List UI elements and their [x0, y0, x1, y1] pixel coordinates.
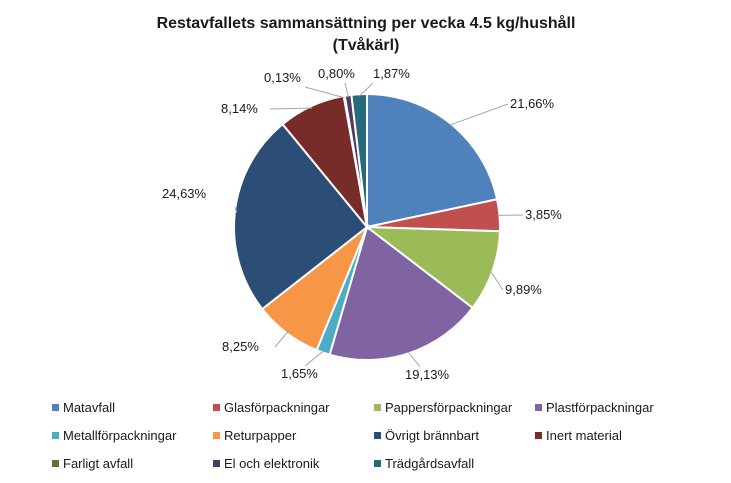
legend-item-pappersforpackningar: Pappersförpackningar	[374, 400, 513, 415]
leader-line-farligt-avfall	[304, 86, 345, 99]
data-label-glasforpackningar: 3,85%	[525, 207, 562, 222]
legend-swatch-returpapper	[213, 432, 220, 439]
leader-line-tradgardsavfall	[358, 82, 374, 97]
legend-swatch-inert-material	[535, 432, 542, 439]
data-label-metallforpackningar: 1,65%	[281, 366, 318, 381]
data-label-inert-material: 8,14%	[221, 101, 258, 116]
legend-swatch-farligt-avfall	[52, 460, 59, 467]
legend-item-metallforpackningar: Metallförpackningar	[52, 428, 177, 443]
leader-line-metallforpackningar	[304, 350, 325, 367]
legend-swatch-plastforpackningar	[535, 404, 542, 411]
legend-label-farligt-avfall: Farligt avfall	[63, 456, 133, 471]
legend-label-metallforpackningar: Metallförpackningar	[63, 428, 177, 443]
legend-swatch-matavfall	[52, 404, 59, 411]
legend-swatch-tradgardsavfall	[374, 460, 381, 467]
data-label-plastforpackningar: 19,13%	[405, 367, 450, 382]
legend-item-matavfall: Matavfall	[52, 400, 115, 415]
legend: Matavfall Glasförpackningar Pappersförpack…	[52, 400, 654, 471]
legend-item-farligt-avfall: Farligt avfall	[52, 456, 133, 471]
data-label-farligt-avfall: 0,13%	[264, 70, 301, 85]
leader-lines	[234, 82, 524, 368]
legend-item-ovrigt-brannbart: Övrigt brännbart	[374, 428, 479, 443]
legend-label-tradgardsavfall: Trädgårdsavfall	[385, 456, 474, 471]
leader-line-returpapper	[274, 331, 289, 348]
legend-label-glasforpackningar: Glasförpackningar	[224, 400, 330, 415]
legend-item-inert-material: Inert material	[535, 428, 622, 443]
leader-line-plastforpackningar	[407, 351, 421, 368]
legend-item-el-och-elektronik: El och elektronik	[213, 456, 320, 471]
legend-item-glasforpackningar: Glasförpackningar	[213, 400, 330, 415]
leader-line-inert-material	[269, 107, 313, 110]
legend-item-plastforpackningar: Plastförpackningar	[535, 400, 654, 415]
legend-label-el-och-elektronik: El och elektronik	[224, 456, 320, 471]
data-label-pappersforpackningar: 9,89%	[505, 282, 542, 297]
legend-swatch-el-och-elektronik	[213, 460, 220, 467]
leader-line-matavfall	[449, 103, 509, 126]
pie-slice-ovrigt-brannbart	[233, 122, 369, 311]
data-label-ovrigt-brannbart: 24,63%	[162, 186, 207, 201]
legend-label-ovrigt-brannbart: Övrigt brännbart	[385, 428, 479, 443]
pie-slice-pappersforpackningar	[363, 225, 501, 310]
legend-item-returpapper: Returpapper	[213, 428, 297, 443]
leader-line-pappersforpackningar	[489, 270, 504, 291]
legend-swatch-pappersforpackningar	[374, 404, 381, 411]
data-label-returpapper: 8,25%	[222, 339, 259, 354]
leader-line-el-och-elektronik	[344, 82, 349, 98]
legend-label-inert-material: Inert material	[546, 428, 622, 443]
pie-slice-plastforpackningar	[328, 225, 475, 361]
pie-slice-tradgardsavfall	[350, 92, 368, 228]
legend-label-pappersforpackningar: Pappersförpackningar	[385, 400, 513, 415]
legend-swatch-metallforpackningar	[52, 432, 59, 439]
legend-swatch-glasforpackningar	[213, 404, 220, 411]
data-label-el-och-elektronik: 0,80%	[318, 66, 355, 81]
pie-slices	[233, 92, 501, 361]
legend-swatch-ovrigt-brannbart	[374, 432, 381, 439]
chart-subtitle: (Tvåkärl)	[333, 36, 400, 54]
leader-line-ovrigt-brannbart	[234, 206, 238, 213]
legend-item-tradgardsavfall: Trädgårdsavfall	[374, 456, 474, 471]
data-labels: 21,66% 3,85% 9,89% 19,13% 1,65% 8,25% 24,63% 8,…	[162, 66, 562, 382]
data-label-tradgardsavfall: 1,87%	[373, 66, 410, 81]
legend-label-returpapper: Returpapper	[224, 428, 297, 443]
legend-label-matavfall: Matavfall	[63, 400, 115, 415]
legend-label-plastforpackningar: Plastförpackningar	[546, 400, 654, 415]
data-label-matavfall: 21,66%	[510, 96, 555, 111]
chart-title: Restavfallets sammansättning per vecka 4…	[157, 14, 576, 32]
pie-slice-matavfall	[366, 92, 499, 229]
